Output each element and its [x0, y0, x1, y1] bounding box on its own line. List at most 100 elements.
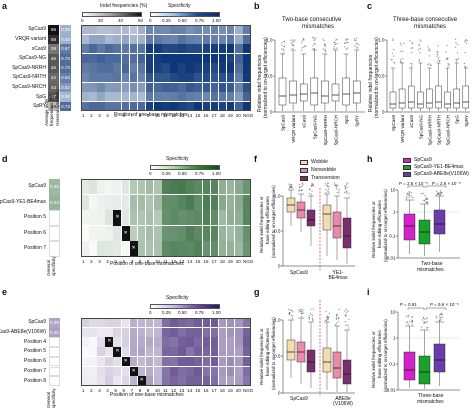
heatmap-cell — [226, 366, 235, 376]
heatmap-cell — [121, 34, 130, 44]
heatmap-cell — [137, 366, 146, 376]
heatmap-cell — [178, 210, 186, 226]
heatmap-cell — [129, 327, 138, 337]
heatmap-cell — [202, 327, 211, 337]
heatmap-cell — [178, 347, 186, 357]
heatmap-cell — [145, 366, 154, 376]
heatmap-cell — [170, 327, 178, 337]
b-category-label: SpCas9-NRCH — [334, 115, 339, 146]
e-row-label: SpCas9-ABE8e(V106W) — [0, 329, 46, 336]
heatmap-cell — [129, 82, 138, 92]
panel-letter-b: b — [254, 1, 260, 11]
heatmap-cell — [153, 92, 162, 102]
heatmap-cell — [97, 241, 105, 257]
heatmap-cell — [145, 210, 154, 226]
general-specificity-cell: 0.64 — [60, 73, 71, 83]
heatmap-cell — [202, 347, 211, 357]
heatmap-cell — [145, 337, 154, 347]
heatmap-cell — [97, 347, 105, 357]
heatmap-cell — [137, 318, 146, 328]
heatmap-cell — [113, 44, 122, 54]
indel-legend-title: Indel frequencies (%) — [100, 3, 148, 9]
heatmap-cell — [186, 318, 194, 328]
heatmap-cell — [243, 53, 251, 63]
heatmap-cell — [129, 210, 138, 226]
a-position-tick: 13 — [179, 113, 185, 119]
heatmap-cell — [186, 327, 194, 337]
i-y-tick-label: 10 — [390, 310, 396, 315]
heatmap-cell — [129, 44, 138, 54]
b-box-0 — [278, 40, 287, 111]
heatmap-cell — [113, 82, 122, 92]
general-specificity-cell: 0.67 — [60, 44, 71, 54]
heatmap-cell — [129, 347, 138, 357]
heatmap-cell — [218, 34, 227, 44]
a-position-tick: 14 — [187, 113, 193, 119]
h-box-1 — [418, 192, 431, 256]
spec-tick-d-2: 0.50 — [178, 171, 187, 176]
heatmap-cell — [162, 44, 170, 54]
heatmap-cell — [218, 25, 227, 35]
h-ylabel-3: (normalized to on-target efficiencies) — [383, 189, 388, 262]
heatmap-cell — [113, 92, 122, 102]
c-y-tick-label: 0.5 — [378, 74, 385, 79]
heatmap-cell — [137, 179, 146, 195]
d-position-tick: 7 — [130, 258, 134, 264]
e-position-tick: 15 — [195, 387, 201, 393]
heatmap-cell — [178, 73, 186, 83]
heatmap-cell — [113, 194, 122, 210]
heatmap-cell — [202, 376, 211, 386]
heatmap-cell — [153, 101, 162, 111]
heatmap-cell — [105, 241, 113, 257]
panel-letter-e: e — [2, 287, 8, 297]
heatmap-cell — [129, 225, 138, 241]
heatmap-cell — [170, 53, 178, 63]
heatmap-cell — [178, 34, 186, 44]
h-legend-ye1: SpCas9-YE1-BE4max — [414, 164, 464, 170]
i-box-0 — [403, 314, 416, 388]
heatmap-cell — [153, 63, 162, 73]
e-position-tick: 13 — [179, 387, 185, 393]
heatmap-cell — [178, 63, 186, 73]
excluded-cell-x-icon: ✕ — [113, 347, 122, 357]
heatmap-cell — [162, 179, 170, 195]
c-title-line-1: Three-base consecutive — [393, 17, 458, 23]
heatmap-cell — [243, 241, 251, 257]
d-row-label: Position 6 — [24, 229, 46, 236]
heatmap-cell — [194, 210, 203, 226]
d-position-tick: 17 — [211, 258, 217, 264]
heatmap-cell — [89, 376, 97, 386]
e-position-tick: 8 — [138, 387, 142, 393]
heatmap-cell — [89, 241, 97, 257]
heatmap-cell — [226, 92, 235, 102]
a-position-tick: 18 — [219, 113, 225, 119]
heatmap-cell — [194, 44, 203, 54]
b-category-label: SpCas9-NRRH — [323, 115, 328, 146]
heatmap-cell — [97, 82, 105, 92]
spec-colorbar-d — [150, 165, 220, 170]
f-ylabel-2: base editing efficiencies — [265, 196, 270, 244]
general-specificity-cell: 0.40 — [49, 327, 60, 338]
heatmap-cell — [105, 327, 113, 337]
heatmap-cell — [145, 347, 154, 357]
heatmap-cell — [162, 92, 170, 102]
e-position-tick: 10 — [154, 387, 160, 393]
heatmap-cell — [243, 63, 251, 73]
i-box-1 — [418, 316, 431, 389]
heatmap-cell — [210, 82, 219, 92]
e-row-label: SpCas9 — [28, 319, 46, 326]
heatmap-cell — [121, 63, 130, 73]
f-legend-swatch-nonwobble — [300, 168, 308, 173]
heatmap-cell — [210, 225, 219, 241]
c-box-3 — [417, 39, 424, 111]
heatmap-cell — [234, 356, 243, 367]
heatmap-cell — [178, 194, 186, 210]
heatmap-cell — [218, 63, 227, 73]
heatmap-cell — [97, 73, 105, 83]
e-position-tick: 12 — [171, 387, 177, 393]
f-legend-wobble: Wobble — [311, 159, 328, 165]
c-y-tick-label: 1.0 — [378, 38, 385, 43]
heatmap-cell — [170, 376, 178, 386]
spec-tick-e-1: 0.25 — [162, 310, 171, 315]
i-y-tick-label: 0.1 — [389, 362, 396, 367]
